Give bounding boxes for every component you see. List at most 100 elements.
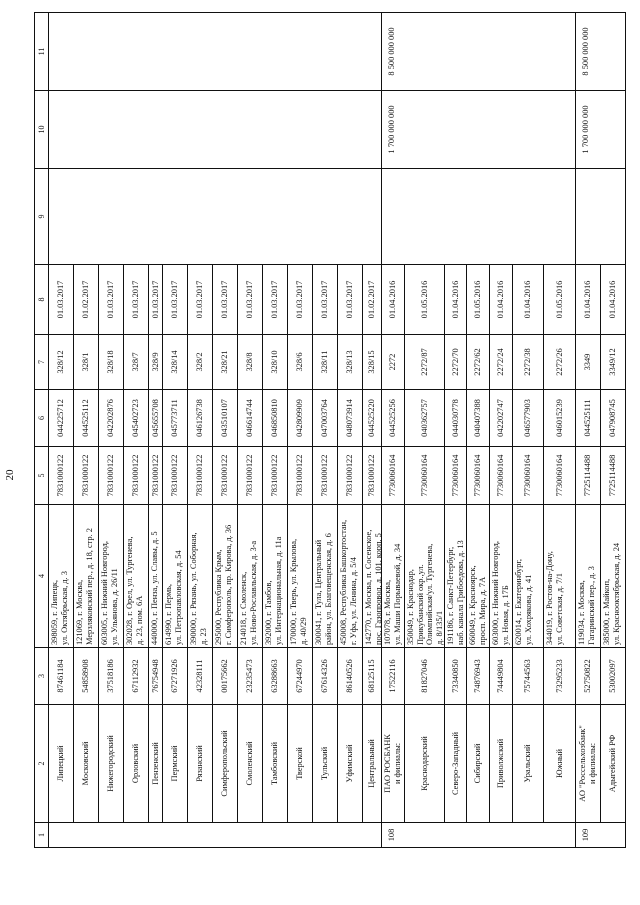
cell-address: 214018, г. Смоленск, ул. Ново-Рославльск…	[237, 504, 263, 648]
cell-bik: 043510107	[212, 389, 238, 447]
cell-branch-name-text: Южный	[554, 748, 564, 779]
cell-inn: 7831000122	[123, 446, 149, 505]
cell-branch-name: Адыгейский РФ	[600, 704, 626, 823]
cell-okpo: 67244970	[287, 647, 313, 705]
cell-inn: 7831000122	[262, 446, 288, 505]
cell-date: 01.03.2017	[287, 264, 313, 335]
cell-okpo-text: 67271926	[170, 659, 180, 693]
cell-bik-text: 047908745	[608, 399, 618, 437]
cell-address: 385000, г. Майкоп, ул. Краснооктябрьская…	[600, 504, 626, 648]
cell-branch-name: Рязанский	[187, 704, 213, 823]
cell-branch-name: Тверской	[287, 704, 313, 823]
cell-branch-name: Липецкий	[48, 704, 74, 823]
cell-bik: 044225712	[48, 389, 74, 447]
cell-address: 392000, г. Тамбов, ул. Интернациональная…	[262, 504, 288, 648]
cell-okpo-text: 73340850	[450, 659, 460, 693]
cell-license: 328/12	[48, 334, 74, 390]
cell-okpo: 17522116	[381, 647, 405, 705]
cell-license-text: 328/11	[320, 350, 330, 374]
cell-date-text: 01.05.2016	[473, 280, 483, 319]
cell-date-text: 01.05.2016	[419, 280, 429, 319]
cell-branch-name-text: Липецкий	[56, 745, 66, 782]
cell-bik-text: 046614744	[245, 399, 255, 437]
cell-branch-name: Московский	[73, 704, 99, 823]
cell-address: 302028, г. Орел, ул. Тургенева, д. 23, п…	[123, 504, 149, 648]
cell-okpo-text: 68125115	[367, 659, 377, 693]
cell-okpo: 23235473	[237, 647, 263, 705]
cell-okpo-text: 87461184	[56, 659, 66, 693]
cell-license: 2272/62	[466, 334, 490, 390]
cell-okpo: 52750822	[575, 647, 601, 705]
cell-inn-text: 7730060164	[473, 454, 483, 497]
cell-inn-text: 7831000122	[170, 454, 180, 497]
cell-branch-name: Уральский	[512, 704, 544, 823]
cell-okpo-text: 75744563	[523, 659, 533, 693]
cell-branch-name: Краснодарский	[404, 704, 445, 823]
cell-bik: 046577903	[512, 389, 544, 447]
cell-inn: 7730060164	[466, 446, 490, 505]
cell-inn-text: 7730060164	[450, 454, 460, 497]
cell-date-text: 01.04.2016	[583, 280, 593, 319]
column-header-3-text: 3	[36, 674, 46, 678]
cell-amount-1-text: 1 700 000 000	[387, 105, 396, 154]
cell-inn-text: 7730060164	[496, 454, 506, 497]
cell-bik: 047003764	[312, 389, 338, 447]
cell-okpo-text: 67244970	[295, 659, 305, 693]
cell-inn-text: 7730060164	[523, 454, 533, 497]
cell-date: 01.04.2016	[512, 264, 544, 335]
cell-inn-text: 7831000122	[150, 454, 160, 497]
cell-branch-name-text: Краснодарский	[419, 736, 429, 791]
cell-license: 2272/70	[444, 334, 467, 390]
cell-bik-text: 048073914	[345, 399, 355, 437]
cell-bik: 040362757	[404, 389, 445, 447]
cell-inn: 7831000122	[98, 446, 124, 505]
cell-inn-text: 7831000122	[195, 454, 205, 497]
cell-date-text: 01.04.2016	[496, 280, 506, 319]
cell-branch-name: Симферопольский	[212, 704, 238, 823]
cell-bik-text: 047003764	[320, 399, 330, 437]
cell-bik: 046614744	[237, 389, 263, 447]
cell-inn-text: 7831000122	[56, 454, 66, 497]
cell-inn: 7730060164	[512, 446, 544, 505]
cell-okpo: 53002097	[600, 647, 626, 705]
cell-bik-text: 044225712	[56, 399, 66, 437]
cell-bik-text: 046126738	[195, 399, 205, 437]
cell-branch-name: Южный	[543, 704, 576, 823]
cell-inn-text: 7730060164	[554, 454, 564, 497]
cell-bik: 044525220	[362, 389, 382, 447]
cell-license: 328/11	[312, 334, 338, 390]
cell-col9	[575, 168, 626, 265]
cell-amount-2-text: 8 500 000 000	[387, 27, 396, 76]
cell-license: 2272/87	[404, 334, 445, 390]
cell-address-text: 660049, г. Красноярск, просп. Мира, д. 7…	[468, 565, 487, 645]
column-header-6: 6	[34, 389, 49, 447]
cell-license: 328/10	[262, 334, 288, 390]
column-header-9-text: 9	[36, 214, 46, 219]
cell-date: 01.03.2017	[123, 264, 149, 335]
cell-date-text: 01.03.2017	[270, 280, 280, 319]
cell-date: 01.02.2017	[362, 264, 382, 335]
cell-address: 107078, г. Москва, ул. Маши Порываевой, …	[381, 504, 405, 648]
cell-okpo-text: 76754948	[150, 659, 160, 693]
cell-amount-1: 1 700 000 000	[381, 90, 576, 169]
cell-branch-name-text: Северо-Западный	[450, 731, 460, 796]
cell-amount-1	[48, 90, 382, 169]
cell-row-number: 109	[575, 822, 626, 848]
cell-address: 295000, Республика Крым, г. Симферополь,…	[212, 504, 238, 648]
cell-license-text: 2272/87	[419, 348, 429, 376]
cell-branch-name-text: Орловский	[131, 743, 141, 784]
cell-bik-text: 044525112	[81, 399, 91, 437]
cell-date-text: 01.04.2016	[608, 280, 618, 319]
cell-address: 121069, г. Москва, Мерзляковский пер., д…	[73, 504, 99, 648]
cell-address-text: 392000, г. Тамбов, ул. Интернациональная…	[264, 536, 283, 645]
cell-license: 328/14	[162, 334, 188, 390]
cell-okpo-text: 42328111	[195, 659, 205, 693]
cell-bik-text: 046577903	[523, 399, 533, 437]
cell-amount-2	[48, 12, 382, 91]
cell-okpo: 87461184	[48, 647, 74, 705]
cell-address-text: 295000, Республика Крым, г. Симферополь,…	[214, 524, 233, 645]
cell-inn: 7831000122	[187, 446, 213, 505]
cell-date: 01.05.2016	[543, 264, 576, 335]
cell-date-text: 01.04.2016	[523, 280, 533, 319]
